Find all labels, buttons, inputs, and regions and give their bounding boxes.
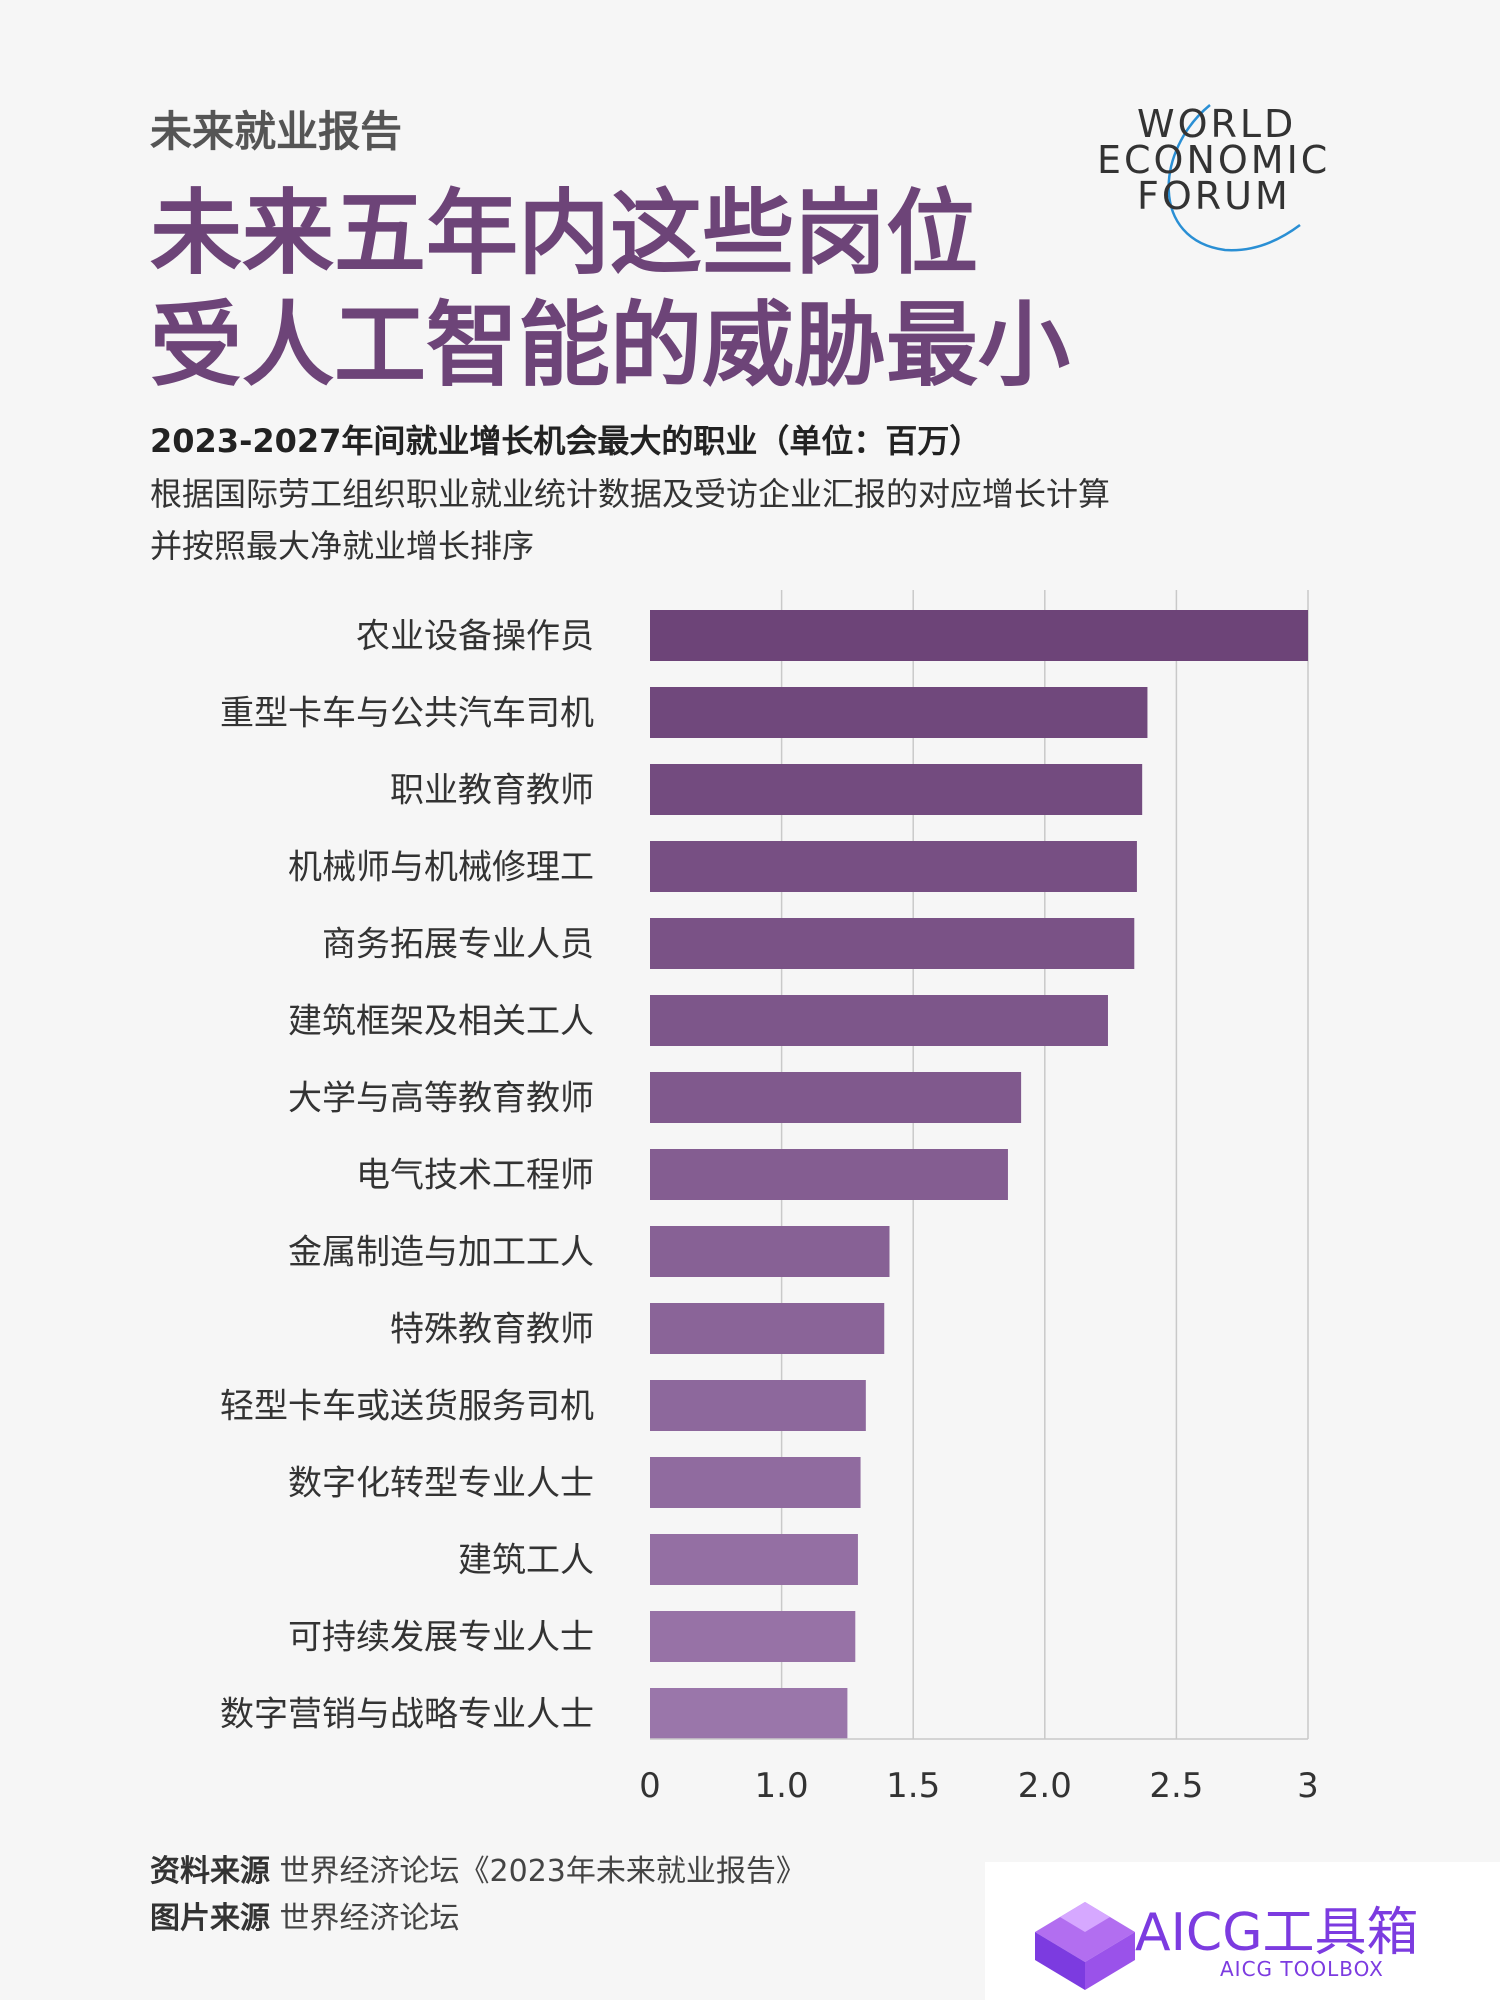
logo-word-economic: ECONOMIC [1097,138,1331,182]
category-label: 电气技术工程师 [356,1156,594,1196]
description-line-2: 并按照最大净就业增长排序 [150,527,535,565]
wef-logo: WORLD ECONOMIC FORUM [1095,100,1355,260]
logo-word-forum: FORUM [1137,174,1291,218]
chart-description: 根据国际劳工组织职业就业统计数据及受访企业汇报的对应增长计算 并按照最大净就业增… [150,468,1110,572]
footer-source-text: 世界经济论坛《2023年未来就业报告》 [279,1854,806,1889]
bar [650,1226,890,1277]
category-label: 可持续发展专业人士 [288,1618,594,1658]
aicg-watermark: AICG工具箱 AICG TOOLBOX [985,1862,1500,2000]
bar [650,1149,1008,1200]
report-kicker: 未来就业报告 [150,107,403,156]
x-tick-label: 2.0 [1018,1766,1072,1806]
bar [650,687,1148,738]
category-label: 轻型卡车或送货服务司机 [220,1387,594,1427]
footer-image-label: 图片来源 [150,1901,270,1936]
category-label: 机械师与机械修理工 [288,848,594,888]
x-tick-label: 0 [639,1766,661,1806]
headline: 未来五年内这些岗位 受人工智能的威胁最小 [150,178,1070,402]
watermark-subtitle: AICG TOOLBOX [1220,1957,1384,1981]
category-label: 建筑框架及相关工人 [288,1002,594,1042]
footer-image-credit: 图片来源 世界经济论坛 [150,1893,460,1937]
category-label: 大学与高等教育教师 [288,1079,594,1119]
x-tick-label: 2.5 [1149,1766,1203,1806]
footer-source-label: 资料来源 [150,1854,270,1889]
category-label: 数字化转型专业人士 [288,1464,594,1504]
category-label: 数字营销与战略专业人士 [220,1695,594,1735]
headline-line-1: 未来五年内这些岗位 [150,180,979,287]
bar [650,918,1135,969]
bar [650,1457,861,1508]
x-tick-label: 3 [1297,1766,1319,1806]
bar [650,1688,848,1739]
headline-line-2: 受人工智能的威胁最小 [150,292,1071,399]
bar [650,1380,866,1431]
x-tick-label: 1.5 [886,1766,940,1806]
category-label: 金属制造与加工工人 [288,1233,594,1273]
bar [650,841,1137,892]
wef-logo-arc [1167,104,1301,252]
description-line-1: 根据国际劳工组织职业就业统计数据及受访企业汇报的对应增长计算 [150,475,1111,513]
x-tick-label: 1.0 [755,1766,809,1806]
footer-source: 资料来源 世界经济论坛《2023年未来就业报告》 [150,1846,806,1890]
bar [650,1072,1022,1123]
category-label: 商务拓展专业人员 [322,925,594,965]
category-label: 农业设备操作员 [356,617,594,657]
bar [650,1534,858,1585]
category-label: 建筑工人 [458,1541,594,1581]
bar [650,1611,856,1662]
bar [650,995,1108,1046]
footer-image-text: 世界经济论坛 [279,1901,460,1936]
chart-subtitle: 2023-2027年间就业增长机会最大的职业（单位：百万） [150,422,982,460]
category-label: 职业教育教师 [390,771,594,811]
watermark-title: AICG工具箱 [1135,1903,1419,1963]
bar-chart: 0 1.0 1.5 2.0 2.5 3 农业设备操作员重型卡车与公共汽车司机职业教育教师机械… [220,590,1319,1806]
bar [650,610,1308,661]
category-label: 重型卡车与公共汽车司机 [220,694,594,734]
aicg-logo-icon [1035,1902,1135,1990]
category-label: 特殊教育教师 [390,1310,594,1350]
bar [650,764,1143,815]
logo-word-world: WORLD [1137,102,1297,146]
bar [650,1303,885,1354]
